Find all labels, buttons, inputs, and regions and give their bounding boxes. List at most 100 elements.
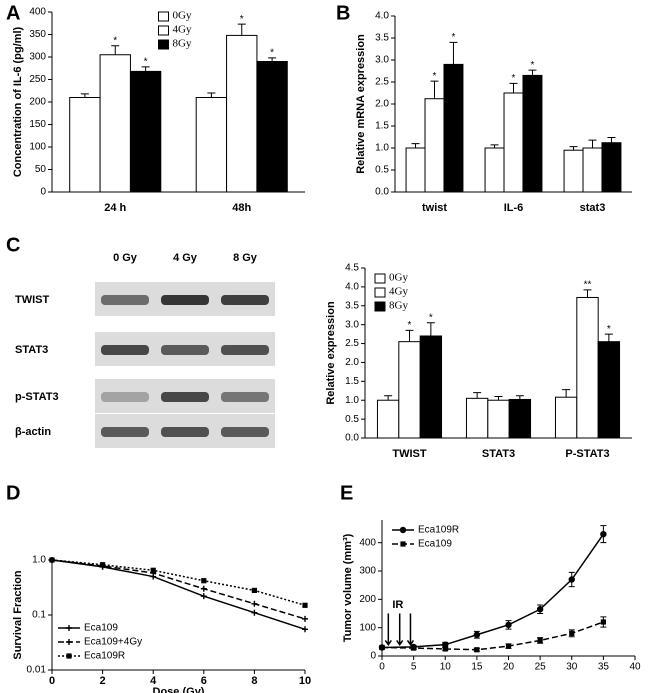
y-tick-label: 3.0 <box>375 55 389 66</box>
x-tick-label: 6 <box>201 675 207 687</box>
bar <box>465 397 489 439</box>
series-line <box>51 559 306 607</box>
x-tick-label: 40 <box>629 662 641 673</box>
y-tick-label: 100 <box>359 622 376 633</box>
error-bar <box>600 525 607 544</box>
bar <box>443 63 464 193</box>
bar <box>563 149 584 193</box>
legend-label: 0Gy <box>173 10 192 22</box>
blot-band <box>221 392 269 402</box>
error-bar <box>449 41 458 65</box>
y-tick-label: 150 <box>29 119 46 130</box>
bar <box>376 399 400 439</box>
y-tick-label: 100 <box>29 142 46 153</box>
y-axis-label: Relative expression <box>325 301 337 405</box>
blot-band <box>161 295 209 305</box>
y-tick-label: 200 <box>29 97 46 108</box>
error-bar <box>268 57 277 62</box>
blot-band <box>161 427 209 437</box>
panel-label: D <box>6 482 20 504</box>
error-bar <box>607 136 616 143</box>
y-tick-label: 1.5 <box>345 376 359 387</box>
marker <box>100 562 106 568</box>
bar <box>597 341 621 439</box>
series-line <box>381 533 604 649</box>
legend-swatch <box>158 25 169 36</box>
blot-band <box>221 345 269 355</box>
x-tick-label: 4 <box>150 675 157 687</box>
bar <box>419 335 443 439</box>
y-tick-label: 3.0 <box>345 319 359 330</box>
error-bar <box>410 646 417 650</box>
y-tick-label: 0.0 <box>345 433 359 444</box>
bar <box>601 142 622 193</box>
ir-arrow <box>406 613 415 646</box>
legend-swatch <box>158 39 169 50</box>
marker <box>201 578 207 584</box>
y-tick-label: 0.5 <box>375 165 389 176</box>
error-bar <box>490 144 499 148</box>
error-bar <box>537 604 544 614</box>
error-bar <box>515 395 524 400</box>
y-tick-label: 350 <box>29 29 46 40</box>
bar <box>582 147 603 193</box>
error-bar <box>430 80 439 99</box>
blot-band <box>101 427 149 437</box>
annotation: IR <box>392 599 403 611</box>
y-axis-label: Tumor volume (mm³) <box>342 533 354 642</box>
error-bar <box>473 647 480 652</box>
x-tick-label: STAT3 <box>482 448 515 460</box>
row-label: p-STAT3 <box>15 391 59 403</box>
y-tick-label: 2.5 <box>375 77 389 88</box>
x-axis-label: Dose (Gy) <box>153 686 205 693</box>
bar <box>424 98 445 193</box>
error-bar <box>473 630 480 639</box>
lane-label: 0 Gy <box>113 252 138 264</box>
y-tick-label: 1.0 <box>32 555 46 566</box>
x-tick-label: 0 <box>49 675 55 687</box>
x-tick-label: P-STAT3 <box>565 448 609 460</box>
x-tick-label: 8 <box>251 675 257 687</box>
bar <box>508 398 532 439</box>
marker <box>251 600 258 607</box>
y-tick-label: 400 <box>29 7 46 18</box>
x-tick-label: 48h <box>232 202 251 214</box>
y-tick-label: 400 <box>359 537 376 548</box>
y-tick-label: 0 <box>370 651 376 662</box>
x-tick-label: 35 <box>598 662 610 673</box>
series-line <box>51 559 306 630</box>
legend-label: 4Gy <box>389 286 408 298</box>
significance-label: * <box>270 48 274 59</box>
row-label: β-actin <box>15 426 51 438</box>
x-tick-label: 0 <box>379 662 385 673</box>
bar <box>522 74 543 193</box>
marker <box>66 639 72 645</box>
significance-label: * <box>429 312 433 323</box>
error-bar <box>583 289 592 298</box>
x-tick-label: 10 <box>299 675 311 687</box>
significance-label: * <box>512 73 516 84</box>
y-tick-label: 1.0 <box>345 395 359 406</box>
blot-band <box>101 345 149 355</box>
significance-label: * <box>408 320 412 331</box>
series-line <box>381 621 604 651</box>
legend-swatch <box>374 301 386 312</box>
x-tick-label: 15 <box>471 662 483 673</box>
blot-band <box>101 392 149 402</box>
error-bar <box>405 329 414 342</box>
y-tick-label: 300 <box>29 52 46 63</box>
bar <box>554 396 578 439</box>
bar <box>503 92 524 193</box>
blot-band <box>161 392 209 402</box>
bar <box>69 97 101 193</box>
error-bar <box>505 620 512 630</box>
panel-label: B <box>336 2 350 24</box>
lane-label: 8 Gy <box>233 252 258 264</box>
panel-label: C <box>6 234 20 256</box>
marker <box>49 557 55 563</box>
marker <box>251 609 258 616</box>
error-bar <box>600 616 607 628</box>
y-tick-label: 0 <box>40 187 46 198</box>
x-tick-label: 20 <box>503 662 515 673</box>
error-bar <box>562 389 571 398</box>
